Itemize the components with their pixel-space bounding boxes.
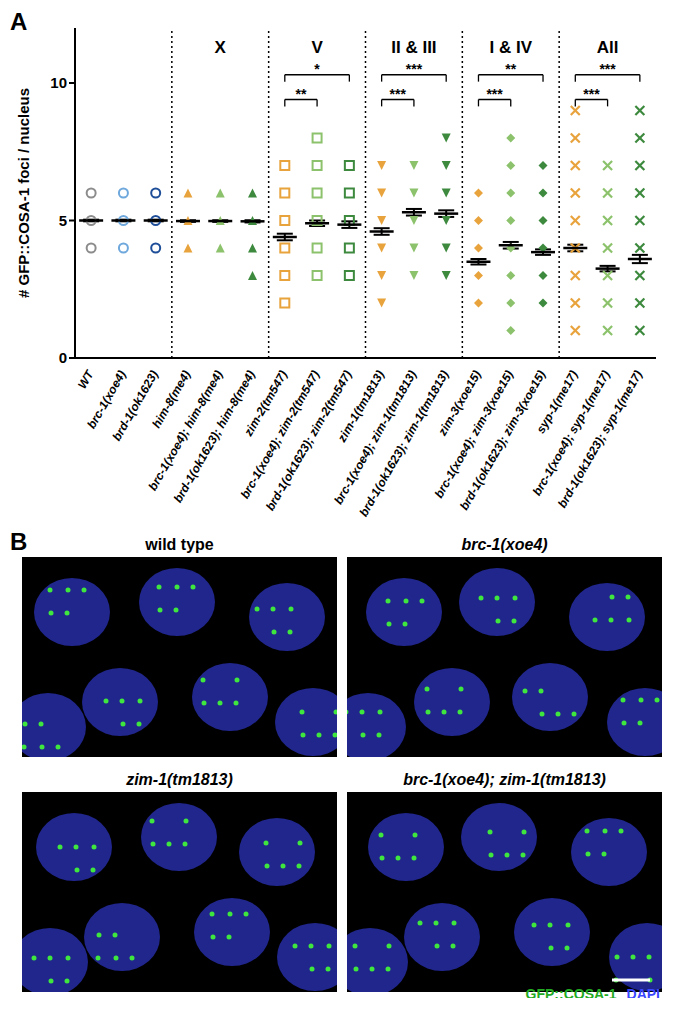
svg-text:5: 5 [59,212,67,229]
svg-text:I & IV: I & IV [489,38,532,57]
svg-text:**: ** [295,86,306,102]
svg-text:0: 0 [59,349,67,366]
svg-text:***: *** [406,61,423,77]
html-text:B: B [10,528,28,555]
svg-text:zim-2(tm547): zim-2(tm547) [241,368,291,439]
svg-text:brc-1(xoe4); zim-1(tm1813): brc-1(xoe4); zim-1(tm1813) [331,368,420,507]
svg-text:brc-1(xoe4): brc-1(xoe4) [84,368,129,432]
svg-text:***: *** [390,86,407,102]
svg-text:All: All [597,38,619,57]
svg-text:WT: WT [75,367,97,392]
svg-text:**: ** [505,61,516,77]
html-text:zim-1(tm1813): zim-1(tm1813) [126,771,233,788]
html-text:brc-1(xoe4): brc-1(xoe4) [461,536,548,553]
svg-text:him-8(me4): him-8(me4) [149,368,194,431]
html-text:GFP::COSA-1: GFP::COSA-1 [525,986,617,1002]
svg-text:***: *** [599,61,616,77]
svg-text:*: * [314,61,320,77]
svg-text:brc-1(xoe4); him-8(me4): brc-1(xoe4); him-8(me4) [145,368,226,493]
svg-text:brd-1(ok1623); syp-1(me17): brd-1(ok1623); syp-1(me17) [555,368,645,510]
svg-text:# GFP::COSA-1 foci / nucleus: # GFP::COSA-1 foci / nucleus [15,88,32,298]
svg-text:brd-1(ok1623); zim-1(tm1813): brd-1(ok1623); zim-1(tm1813) [356,368,452,519]
svg-text:brc-1(xoe4); syp-1(me17): brc-1(xoe4); syp-1(me17) [529,368,613,499]
svg-text:***: *** [486,86,503,102]
html-text:wild type: wild type [145,536,214,553]
svg-text:brc-1(xoe4); zim-2(tm547): brc-1(xoe4); zim-2(tm547) [237,368,323,501]
svg-text:zim-1(tm1813): zim-1(tm1813) [334,368,387,445]
html-text:A: A [10,8,28,35]
svg-text:brd-1(ok1623): brd-1(ok1623) [110,368,161,443]
svg-text:brd-1(ok1623); him-8(me4): brd-1(ok1623); him-8(me4) [170,368,258,505]
html-text:brc-1(xoe4); zim-1(tm1813): brc-1(xoe4); zim-1(tm1813) [403,771,606,788]
svg-text:***: *** [583,86,600,102]
svg-text:brd-1(ok1623); zim-3(xoe15): brd-1(ok1623); zim-3(xoe15) [456,368,549,513]
svg-text:brc-1(xoe4); zim-3(xoe15): brc-1(xoe4); zim-3(xoe15) [431,368,517,501]
svg-text:V: V [311,38,323,57]
svg-text:X: X [215,38,227,57]
svg-text:zim-3(xoe15): zim-3(xoe15) [435,368,484,438]
svg-text:II & III: II & III [391,38,436,57]
html-text:DAPI: DAPI [626,986,660,1002]
svg-text:brd-1(ok1623); zim-2(tm547): brd-1(ok1623); zim-2(tm547) [262,368,355,514]
svg-text:10: 10 [50,74,67,91]
